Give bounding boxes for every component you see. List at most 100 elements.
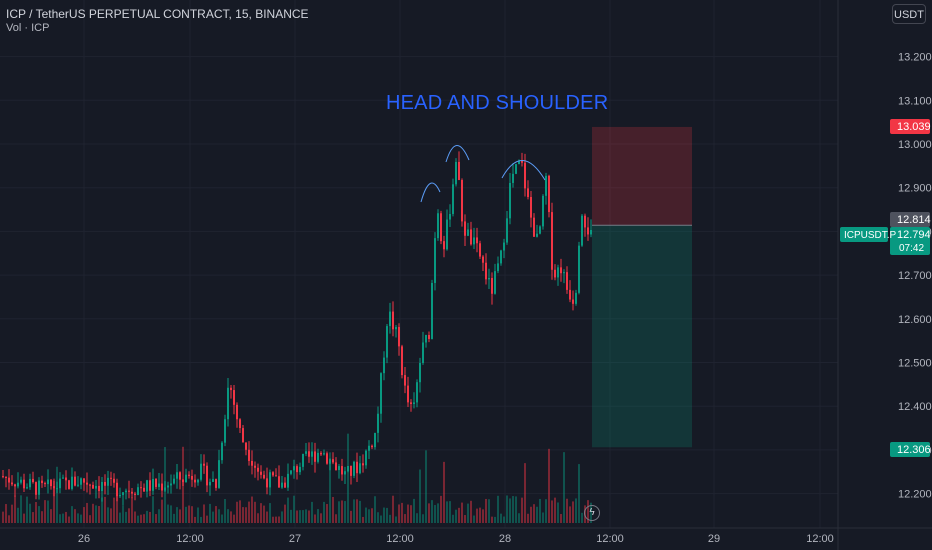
volume-bar: [518, 513, 520, 523]
candle-body: [365, 450, 367, 466]
volume-bar: [32, 512, 34, 523]
candle-body: [287, 473, 289, 488]
volume-bar: [158, 509, 160, 523]
candle-body: [233, 390, 235, 405]
candle-body: [431, 282, 433, 339]
candle-body: [317, 452, 319, 462]
volume-bar: [275, 516, 277, 523]
candle-body: [341, 466, 343, 475]
volume-bar: [137, 515, 139, 523]
volume-bar: [194, 516, 196, 523]
candle-body: [383, 357, 385, 374]
volume-bar: [542, 512, 544, 523]
volume-bar: [575, 498, 577, 523]
volume-bar: [281, 511, 283, 523]
candle-body: [398, 327, 400, 347]
volume-bar: [200, 516, 202, 523]
volume-bar: [293, 495, 295, 523]
volume-bar: [461, 502, 463, 523]
take-profit-zone: [592, 225, 692, 448]
volume-bar: [317, 509, 319, 523]
candle-body: [419, 362, 421, 383]
candle-body: [131, 491, 133, 494]
candle-body: [359, 463, 361, 474]
candle-body: [305, 451, 307, 454]
candle-body: [503, 242, 505, 251]
candle-body: [152, 478, 154, 491]
volume-bar: [353, 499, 355, 523]
volume-bar: [479, 507, 481, 523]
candle-body: [176, 472, 178, 479]
candle-body: [302, 453, 304, 467]
volume-bar: [71, 506, 73, 523]
candle-body: [509, 182, 511, 219]
volume-bar: [266, 511, 268, 523]
left-shoulder-arc: [420, 182, 441, 203]
candle-body: [449, 213, 451, 220]
volume-bar: [431, 500, 433, 523]
time-tick-label: 12:00: [386, 533, 414, 545]
volume-bar: [368, 509, 370, 523]
currency-button[interactable]: USDT: [892, 4, 926, 24]
volume-bar: [179, 509, 181, 523]
candle-body: [296, 466, 298, 473]
price-tick-label: 12.900: [898, 183, 932, 195]
volume-bar: [464, 515, 466, 523]
candle-body: [248, 449, 250, 461]
volume-bar: [326, 504, 328, 523]
volume-bar: [80, 514, 82, 523]
candle-body: [530, 197, 532, 218]
candle-body: [203, 463, 205, 466]
candle-body: [17, 482, 19, 487]
candle-body: [338, 466, 340, 471]
volume-bar: [572, 501, 574, 523]
volume-bar: [290, 509, 292, 523]
candle-body: [362, 463, 364, 466]
candle-body: [470, 229, 472, 245]
price-tick-label: 12.200: [898, 489, 932, 501]
candle-body: [8, 477, 10, 483]
candle-body: [101, 481, 103, 492]
candle-body: [461, 179, 463, 222]
volume-bar: [221, 514, 223, 523]
candle-body: [335, 462, 337, 471]
lightning-icon[interactable]: ϟ: [584, 505, 600, 521]
candle-body: [434, 238, 436, 283]
candle-body: [173, 478, 175, 484]
volume-bar: [146, 510, 148, 523]
candle-body: [281, 482, 283, 488]
volume-bar: [233, 514, 235, 523]
candle-body: [482, 256, 484, 263]
candle-body: [179, 472, 181, 480]
volume-bar: [350, 510, 352, 523]
time-tick-label: 29: [708, 533, 720, 545]
volume-bar: [260, 503, 262, 523]
volume-bar: [419, 469, 421, 523]
candle-body: [473, 237, 475, 245]
candle-body: [239, 419, 241, 429]
time-tick-label: 26: [78, 533, 90, 545]
candle-body: [122, 492, 124, 496]
candle-body: [251, 460, 253, 466]
volume-bar: [206, 515, 208, 523]
volume-bar: [401, 502, 403, 523]
volume-bar: [539, 498, 541, 523]
price-tick-label: 13.000: [898, 139, 932, 151]
candle-body: [413, 402, 415, 405]
volume-bar: [491, 516, 493, 523]
volume-bar: [11, 504, 13, 523]
volume-bar: [236, 501, 238, 523]
volume-bar: [134, 511, 136, 523]
volume-bar: [212, 511, 214, 523]
volume-bar: [284, 504, 286, 523]
volume-bar: [383, 507, 385, 523]
symbol-tag-bg: [840, 227, 888, 242]
volume-bar: [161, 499, 163, 523]
candle-body: [116, 482, 118, 497]
candle-body: [146, 480, 148, 492]
volume-bar: [536, 506, 538, 523]
volume-bar: [356, 499, 358, 523]
price-tick-label: 13.100: [898, 95, 932, 107]
volume-bar: [35, 502, 37, 523]
